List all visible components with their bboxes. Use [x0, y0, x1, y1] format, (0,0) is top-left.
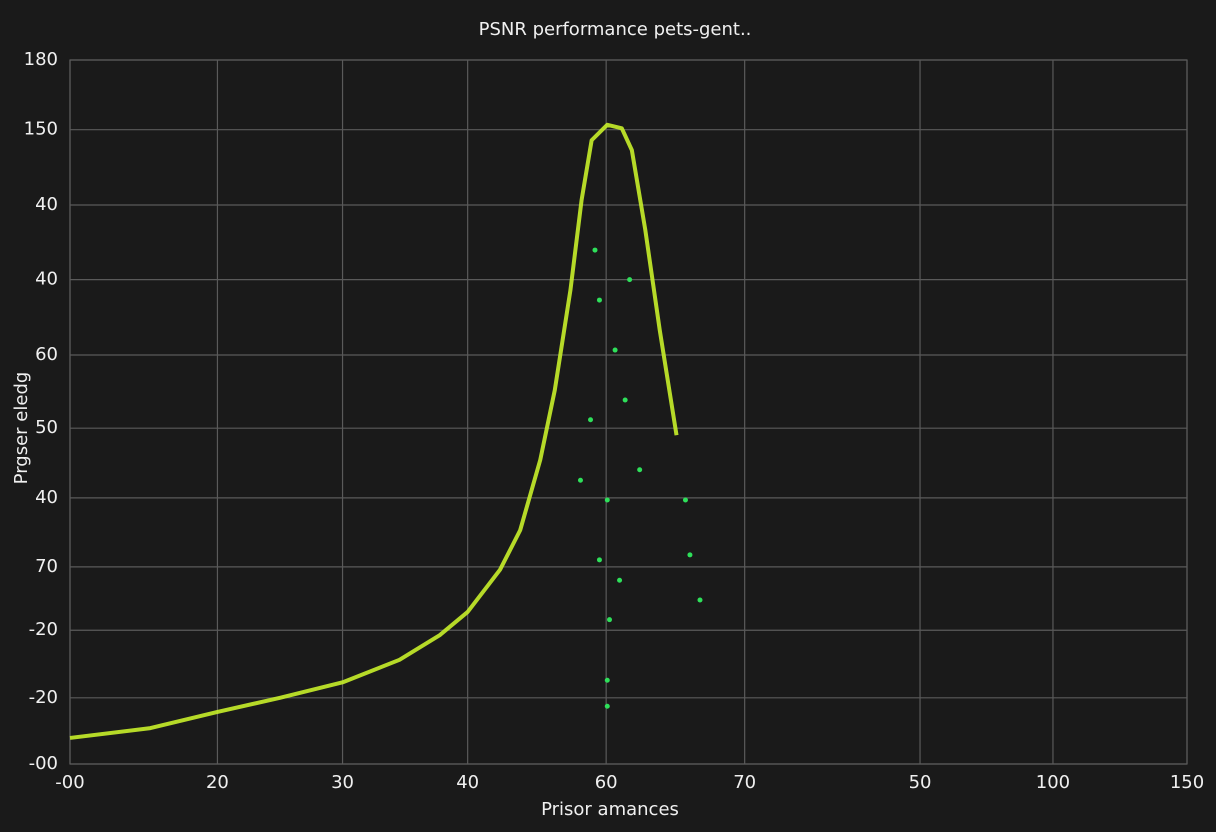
y-tick-label: 70: [35, 556, 58, 577]
y-tick-label: -20: [29, 619, 58, 640]
point: [596, 297, 602, 303]
chart-title: PSNR performance pets-gent..: [479, 19, 752, 40]
x-tick-label: -00: [55, 772, 84, 793]
point: [607, 617, 613, 623]
point: [627, 277, 633, 283]
point: [596, 557, 602, 563]
point: [592, 247, 598, 253]
y-tick-label: -00: [29, 753, 58, 774]
point: [687, 552, 693, 558]
curve: [69, 122, 679, 740]
x-tick-label: 150: [1170, 772, 1204, 793]
y-tick-label: 150: [24, 119, 58, 140]
point: [637, 467, 643, 473]
x-tick-label: 30: [331, 772, 354, 793]
x-axis-label: Prisor amances: [541, 799, 679, 820]
y-axis-label: Prgser eledg: [11, 372, 32, 485]
y-tick-label: 60: [35, 344, 58, 365]
point: [577, 477, 583, 483]
point: [588, 417, 594, 423]
y-tick-label: 40: [35, 269, 58, 290]
point: [604, 703, 610, 709]
point: [617, 577, 623, 583]
x-tick-label: 20: [206, 772, 229, 793]
point: [604, 677, 610, 683]
x-tick-label: 100: [1036, 772, 1070, 793]
y-tick-label: -20: [29, 687, 58, 708]
point: [682, 497, 688, 503]
point: [697, 597, 703, 603]
x-tick-label: 70: [733, 772, 756, 793]
point: [612, 347, 618, 353]
point: [622, 397, 628, 403]
y-tick-label: 50: [35, 417, 58, 438]
x-tick-label: 40: [456, 772, 479, 793]
y-tick-label: 180: [24, 49, 58, 70]
y-tick-label: 40: [35, 194, 58, 215]
x-tick-label: 60: [595, 772, 618, 793]
y-tick-label: 40: [35, 487, 58, 508]
point: [604, 497, 610, 503]
x-tick-label: 50: [909, 772, 932, 793]
